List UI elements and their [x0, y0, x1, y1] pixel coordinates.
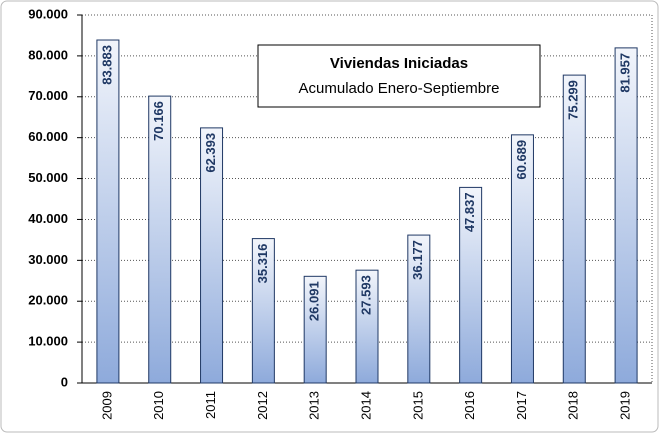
y-tick-label: 50.000 — [28, 170, 68, 185]
bar — [251, 238, 275, 384]
x-tick-label: 2016 — [462, 391, 477, 420]
bar — [562, 74, 586, 384]
value-label: 81.957 — [618, 53, 633, 93]
value-label: 62.393 — [203, 133, 218, 173]
value-label: 27.593 — [358, 275, 373, 315]
bar — [148, 95, 172, 384]
value-label: 26.091 — [307, 281, 322, 321]
title-box — [257, 44, 541, 108]
value-label: 36.177 — [410, 240, 425, 280]
x-tick-label: 2014 — [358, 391, 373, 420]
chart-title: Viviendas Iniciadas — [330, 55, 468, 72]
x-tick-label: 2017 — [514, 391, 529, 420]
x-tick-label: 2010 — [151, 391, 166, 420]
x-tick-label: 2011 — [203, 391, 218, 419]
y-tick-label: 10.000 — [28, 334, 68, 349]
y-tick-label: 60.000 — [28, 129, 68, 144]
value-label: 83.883 — [99, 45, 114, 85]
x-tick-label: 2015 — [410, 391, 425, 420]
bar — [614, 47, 638, 384]
bar — [459, 186, 483, 384]
bar — [303, 275, 327, 384]
y-tick-label: 0 — [61, 374, 68, 389]
x-tick-label: 2019 — [618, 391, 633, 420]
x-tick-label: 2013 — [307, 391, 322, 420]
value-label: 47.837 — [462, 192, 477, 232]
bar — [510, 134, 534, 384]
y-tick-label: 30.000 — [28, 252, 68, 267]
bar — [407, 234, 431, 384]
bar — [355, 269, 379, 384]
y-tick-label: 70.000 — [28, 88, 68, 103]
value-label: 70.166 — [151, 101, 166, 141]
value-label: 60.689 — [514, 140, 529, 180]
y-tick-label: 40.000 — [28, 211, 68, 226]
bar — [96, 39, 120, 384]
x-tick-label: 2009 — [99, 391, 114, 420]
value-label: 75.299 — [566, 80, 581, 120]
x-tick-label: 2018 — [566, 391, 581, 420]
y-tick-label: 20.000 — [28, 293, 68, 308]
bar — [200, 127, 224, 384]
value-label: 35.316 — [255, 244, 270, 284]
x-tick-label: 2012 — [255, 391, 270, 420]
y-tick-label: 90.000 — [28, 6, 68, 21]
y-tick-label: 80.000 — [28, 47, 68, 62]
chart-subtitle: Acumulado Enero-Septiembre — [299, 80, 500, 97]
